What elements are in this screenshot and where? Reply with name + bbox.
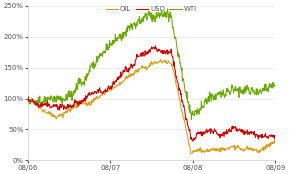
USO xyxy=(191,140,195,142)
USO xyxy=(274,137,277,139)
OIL xyxy=(159,58,162,60)
OIL xyxy=(192,149,196,152)
OIL xyxy=(26,98,29,100)
OIL xyxy=(274,140,277,143)
OIL xyxy=(172,73,176,75)
USO xyxy=(26,97,29,99)
OIL xyxy=(190,153,194,155)
WTI xyxy=(274,85,277,87)
USO xyxy=(70,105,73,107)
USO xyxy=(192,137,196,140)
WTI xyxy=(90,63,93,65)
USO xyxy=(172,61,176,63)
Line: USO: USO xyxy=(28,46,275,141)
Legend: OIL, USO, WTI: OIL, USO, WTI xyxy=(105,6,197,12)
WTI xyxy=(213,96,217,98)
OIL xyxy=(138,68,142,70)
WTI xyxy=(192,114,196,116)
WTI xyxy=(26,94,29,96)
WTI xyxy=(138,22,142,24)
WTI xyxy=(172,33,176,35)
WTI xyxy=(190,118,193,121)
Line: OIL: OIL xyxy=(28,59,275,154)
OIL xyxy=(213,148,217,150)
USO xyxy=(154,45,157,47)
USO xyxy=(138,55,142,57)
WTI xyxy=(166,8,169,10)
OIL xyxy=(70,108,73,110)
OIL xyxy=(90,103,93,105)
WTI xyxy=(70,92,73,94)
USO xyxy=(213,129,217,131)
USO xyxy=(90,92,93,94)
Line: WTI: WTI xyxy=(28,9,275,120)
